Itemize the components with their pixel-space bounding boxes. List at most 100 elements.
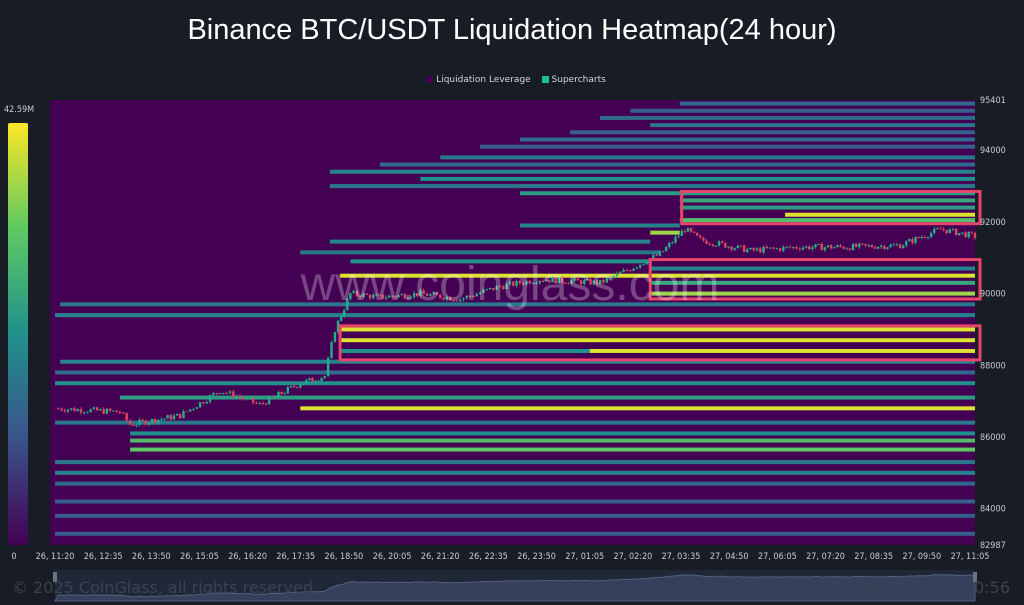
heat-band — [589, 348, 975, 353]
candle — [661, 251, 665, 253]
candle — [245, 398, 248, 400]
y-tick-label: 90000 — [980, 290, 1006, 300]
y-tick-label: 92000 — [980, 218, 1006, 228]
candle — [870, 245, 874, 248]
heat-band — [329, 169, 975, 174]
candle — [478, 292, 482, 295]
candle — [742, 245, 746, 253]
candle — [525, 281, 528, 285]
candle — [492, 287, 495, 290]
candle — [102, 409, 105, 414]
x-tick-label: 27, 07:20 — [806, 552, 845, 562]
candle — [505, 283, 508, 289]
candle — [208, 395, 212, 402]
candle — [926, 237, 930, 239]
candle — [864, 243, 867, 246]
candle — [425, 293, 429, 296]
candle — [498, 286, 502, 288]
candle — [141, 419, 144, 421]
heat-band — [679, 101, 975, 106]
heat-band — [55, 381, 975, 386]
candle — [905, 241, 908, 246]
x-tick-label: 26, 21:20 — [421, 552, 460, 562]
candle — [775, 248, 778, 250]
candle — [452, 300, 455, 302]
heat-band — [379, 162, 975, 167]
heat-band — [55, 313, 975, 318]
x-tick-label: 26, 15:05 — [180, 552, 219, 562]
candle — [202, 402, 205, 404]
heat-band — [300, 406, 976, 411]
minimap-area — [54, 574, 976, 602]
candle — [845, 248, 848, 250]
candle — [192, 408, 195, 410]
minimap-handle-left[interactable] — [53, 572, 57, 582]
candle — [724, 242, 727, 248]
x-tick-label: 27, 01:05 — [565, 552, 604, 562]
candle — [954, 228, 958, 236]
candle — [400, 294, 403, 296]
candle — [112, 410, 115, 412]
candle — [485, 289, 488, 291]
candle — [598, 279, 602, 285]
heat-band — [340, 348, 590, 353]
candle — [228, 391, 232, 394]
candle — [271, 396, 274, 398]
candle — [901, 245, 905, 249]
candle — [945, 229, 948, 234]
candle — [169, 415, 173, 420]
candle — [836, 245, 839, 248]
candle — [554, 277, 557, 284]
heat-band — [329, 239, 651, 244]
legend: Liquidation Leverage Supercharts — [0, 75, 1024, 85]
heat-band — [55, 499, 975, 504]
candle — [495, 286, 498, 290]
candle — [804, 246, 808, 248]
x-tick-label: 26, 22:35 — [469, 552, 508, 562]
candle — [668, 242, 671, 248]
candle — [232, 391, 235, 398]
candle — [801, 247, 805, 250]
heat-band — [785, 212, 975, 217]
candle — [73, 408, 76, 412]
candle — [185, 411, 189, 413]
candle — [683, 230, 687, 232]
candle — [551, 277, 554, 283]
candle — [535, 283, 538, 285]
candle — [99, 409, 102, 411]
candle — [261, 403, 265, 405]
candle — [289, 386, 293, 388]
candle — [798, 248, 802, 250]
heat-band — [679, 198, 975, 203]
heat-band — [519, 137, 975, 142]
candle — [355, 291, 359, 296]
candle — [625, 269, 629, 271]
candle — [435, 292, 439, 295]
candle — [541, 280, 545, 282]
candle — [619, 272, 622, 274]
candle — [352, 291, 355, 294]
candle — [144, 420, 147, 425]
candle — [883, 245, 886, 249]
candle — [320, 377, 323, 381]
candle — [515, 280, 518, 286]
candle — [711, 244, 715, 246]
heat-band — [55, 460, 975, 465]
candle — [336, 320, 340, 333]
candle — [397, 295, 400, 298]
candle — [333, 332, 337, 343]
candle — [854, 243, 858, 247]
heat-band — [130, 438, 975, 443]
x-tick-label: 27, 04:50 — [710, 552, 749, 562]
legend-item-supercharts[interactable]: Supercharts — [534, 75, 606, 85]
candle — [721, 241, 724, 243]
candle — [218, 393, 222, 395]
candle — [179, 413, 182, 419]
candle — [531, 283, 535, 285]
candle — [157, 419, 160, 424]
legend-item-liquidation-leverage[interactable]: Liquidation Leverage — [418, 75, 531, 85]
candle — [115, 410, 118, 413]
minimap-handle-right[interactable] — [973, 572, 977, 582]
candle — [70, 408, 73, 410]
